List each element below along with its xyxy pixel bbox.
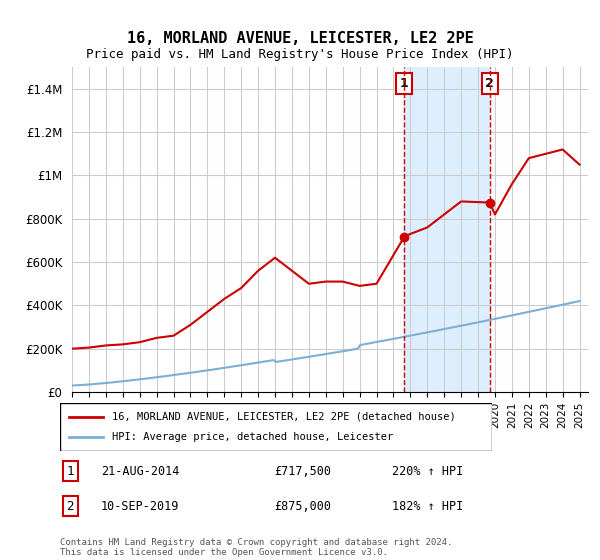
Text: 220% ↑ HPI: 220% ↑ HPI [392,465,463,478]
Text: 21-AUG-2014: 21-AUG-2014 [101,465,179,478]
Text: Price paid vs. HM Land Registry's House Price Index (HPI): Price paid vs. HM Land Registry's House … [86,48,514,60]
Text: Contains HM Land Registry data © Crown copyright and database right 2024.
This d: Contains HM Land Registry data © Crown c… [60,538,452,557]
Text: 1: 1 [400,77,409,90]
Text: HPI: Average price, detached house, Leicester: HPI: Average price, detached house, Leic… [112,432,393,442]
Text: 1: 1 [67,465,74,478]
Text: £875,000: £875,000 [274,500,331,512]
Text: 2: 2 [485,77,494,90]
Text: 2: 2 [67,500,74,512]
Text: £717,500: £717,500 [274,465,331,478]
Text: 10-SEP-2019: 10-SEP-2019 [101,500,179,512]
Text: 16, MORLAND AVENUE, LEICESTER, LE2 2PE (detached house): 16, MORLAND AVENUE, LEICESTER, LE2 2PE (… [112,412,455,422]
Bar [404,67,490,392]
FancyBboxPatch shape [60,403,492,451]
Text: 182% ↑ HPI: 182% ↑ HPI [392,500,463,512]
Text: 16, MORLAND AVENUE, LEICESTER, LE2 2PE: 16, MORLAND AVENUE, LEICESTER, LE2 2PE [127,31,473,46]
